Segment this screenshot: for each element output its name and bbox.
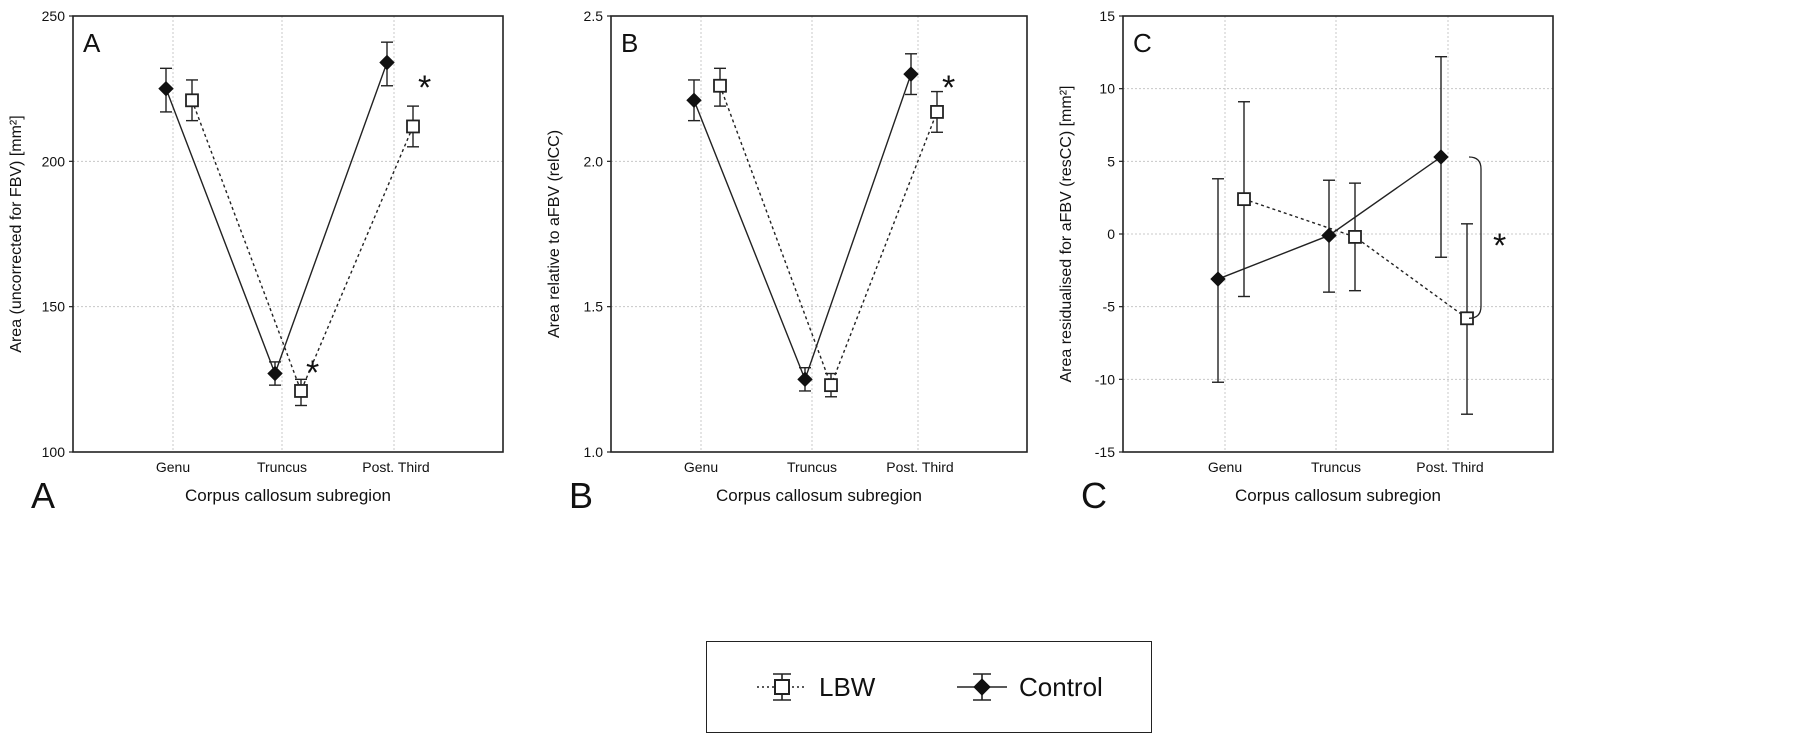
x-tick-label: Post. Third	[886, 459, 953, 475]
y-tick-label: 1.5	[584, 299, 604, 315]
x-tick-label: Truncus	[787, 459, 837, 475]
data-point-lbw	[930, 105, 944, 119]
legend-item-control: Control	[955, 642, 1103, 732]
x-axis-label: Corpus callosum subregion	[716, 486, 922, 505]
y-axis-label: Area residualised for aFBV (resCC) [mm²]	[1058, 86, 1075, 383]
x-tick-label: Genu	[1208, 459, 1242, 475]
y-tick-label: 2.5	[584, 8, 604, 24]
chart-panel-c: -15 -10 -5 0 5 10 15 Genu Truncus Post. Third Corp…	[1058, 8, 1554, 516]
data-point-lbw	[713, 78, 727, 93]
panel-letter: A	[83, 28, 101, 58]
x-axis-label: Corpus callosum subregion	[185, 486, 391, 505]
series-line-lbw	[191, 100, 414, 393]
x-tick-label: Post. Third	[1416, 459, 1483, 475]
y-tick-label: 250	[42, 8, 66, 24]
data-point-lbw	[185, 93, 199, 108]
x-tick-label: Truncus	[1311, 459, 1361, 475]
y-tick-label: 150	[42, 299, 66, 315]
y-tick-label: 2.0	[584, 153, 604, 169]
data-point-lbw	[294, 384, 308, 398]
series-line-control	[693, 73, 912, 382]
chart-panel-b: 1.0 1.5 2.0 2.5 Genu Truncus Post. Third Corpus…	[546, 8, 1028, 516]
data-point-lbw	[824, 378, 838, 393]
y-axis-label: Area (uncorrected for FBV) [mm²]	[8, 115, 25, 352]
data-point-control	[797, 371, 813, 388]
significance-asterisk: *	[942, 69, 955, 107]
x-axis-label: Corpus callosum subregion	[1235, 486, 1441, 505]
y-tick-label: -5	[1103, 299, 1116, 315]
x-tick-label: Genu	[156, 459, 190, 475]
y-tick-label: 100	[42, 444, 66, 460]
y-tick-label: -15	[1095, 444, 1115, 460]
y-axis-label: Area relative to aFBV (relCC)	[546, 130, 563, 338]
data-point-lbw	[1348, 230, 1362, 244]
panel-tag: C	[1081, 475, 1107, 516]
legend-item-lbw: LBW	[755, 642, 875, 732]
data-point-control	[686, 92, 702, 109]
legend-control-label: Control	[1019, 671, 1103, 702]
x-tick-label: Post. Third	[362, 459, 429, 475]
data-point-control	[267, 365, 283, 382]
legend: LBW Control	[706, 641, 1152, 733]
y-tick-label: -10	[1095, 371, 1115, 387]
data-point-control	[1433, 149, 1449, 165]
chart-panel-a: 100 150 200 250 Genu Truncus Post. Third Corpus…	[8, 8, 504, 516]
x-tick-label: Truncus	[257, 459, 307, 475]
data-point-control	[903, 66, 919, 82]
plot-frame	[72, 15, 504, 453]
data-point-control	[1210, 271, 1226, 287]
panel-letter: C	[1133, 28, 1152, 58]
y-tick-label: 1.0	[584, 444, 604, 460]
y-tick-label: 200	[42, 153, 66, 169]
y-tick-label: 5	[1107, 153, 1115, 169]
y-tick-label: 0	[1107, 226, 1115, 242]
panel-letter: B	[621, 28, 638, 58]
significance-asterisk: *	[418, 69, 431, 107]
legend-lbw-symbol	[757, 673, 807, 701]
data-point-lbw	[406, 119, 420, 134]
series-line-lbw	[719, 85, 938, 388]
significance-asterisk: *	[1493, 227, 1506, 265]
data-point-control	[1321, 227, 1337, 244]
y-tick-label: 15	[1099, 8, 1115, 24]
data-point-control	[379, 54, 395, 71]
y-tick-label: 10	[1099, 81, 1115, 97]
plot-frame	[610, 15, 1028, 453]
significance-bracket	[1468, 156, 1482, 319]
panel-tag: A	[31, 475, 55, 516]
data-point-lbw	[1237, 192, 1251, 207]
panel-tag: B	[569, 475, 593, 516]
data-point-control	[158, 80, 174, 97]
legend-lbw-label: LBW	[819, 671, 876, 702]
significance-asterisk: *	[306, 354, 319, 392]
x-tick-label: Genu	[684, 459, 718, 475]
legend-control-symbol	[957, 673, 1007, 701]
